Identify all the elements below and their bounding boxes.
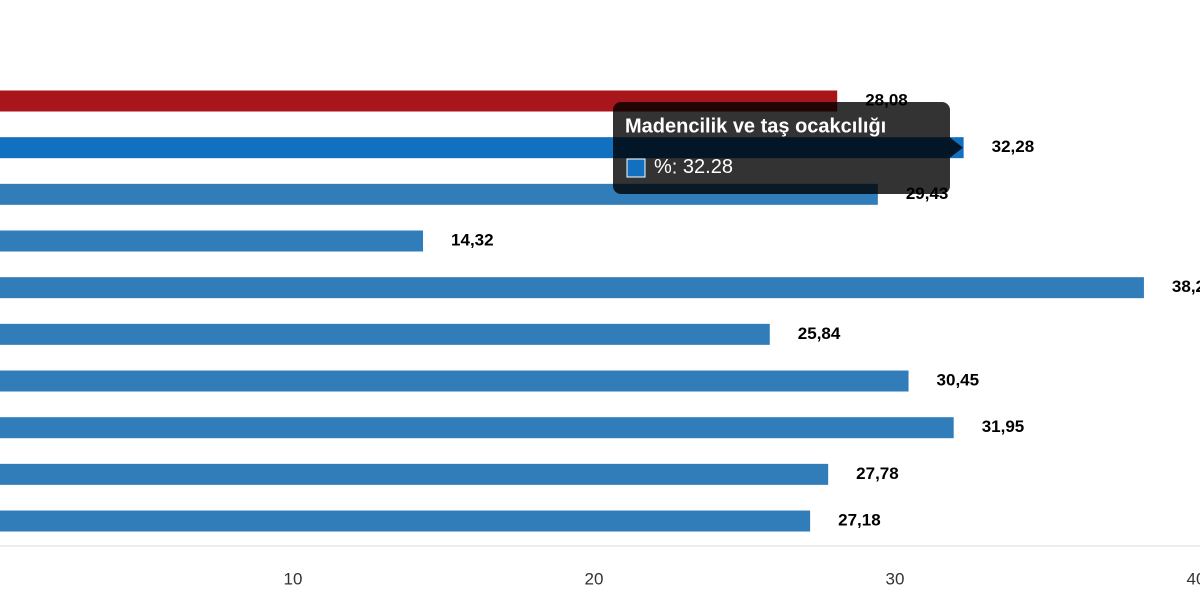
tooltip-swatch [626,158,646,178]
bar [0,323,770,345]
tooltip-series-name: % [654,156,672,178]
bar [0,463,829,485]
value-label: 14,32 [451,230,494,249]
x-tick-label: 20 [585,569,604,588]
tooltip: Madencilik ve taş ocakcılığı %: 32.28 [613,102,963,194]
bar [0,230,424,252]
tooltip-box [613,102,950,194]
x-tick-label: 30 [886,569,905,588]
tooltip-title: Madencilik ve taş ocakcılığı [625,115,886,137]
tooltip-number: 32.28 [683,156,733,178]
bar [0,370,909,392]
value-label: 38,27 [1172,277,1200,296]
bar [0,510,811,532]
value-label: 25,84 [798,324,841,343]
value-label: 31,95 [982,417,1025,436]
bar [0,417,954,439]
x-tick-label: 10 [284,569,303,588]
value-label: 32,28 [992,137,1035,156]
bar [0,277,1144,299]
value-label: 27,78 [856,464,899,483]
value-label: 30,45 [937,371,980,390]
tooltip-arrow [950,137,963,158]
tooltip-value: %: 32.28 [654,156,733,178]
value-label: 27,18 [838,511,881,530]
x-tick-label: 40 [1187,569,1200,588]
